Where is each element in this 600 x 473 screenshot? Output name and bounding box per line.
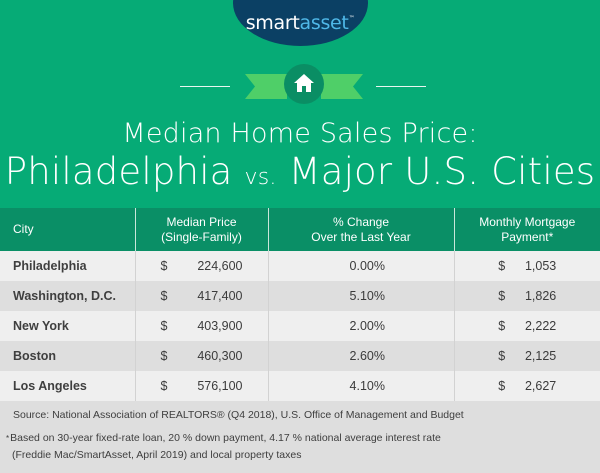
title-city: Philadelphia (4, 150, 233, 193)
ribbon-left (245, 74, 287, 99)
table-row: Boston $460,300 2.60% $2,125 (0, 341, 600, 371)
footnote-line-1: Based on 30-year fixed-rate loan, 20 % d… (10, 432, 441, 444)
percent-change-cell: 5.10% (267, 281, 454, 311)
monthly-payment-cell: $1,826 (453, 281, 600, 311)
logo-smart: smart (245, 12, 300, 34)
source-note: Source: National Association of REALTORS… (13, 409, 464, 421)
percent-change-cell: 4.10% (267, 371, 454, 401)
column-header-monthly-payment: Monthly Mortgage Payment* (453, 208, 600, 251)
footnote-line-2: (Freddie Mac/SmartAsset, April 2019) and… (12, 449, 302, 461)
median-price-cell: $576,100 (134, 371, 268, 401)
ribbon-right (321, 74, 363, 99)
title-rest: Major U.S. Cities (288, 150, 596, 193)
median-price-cell: $403,900 (134, 311, 268, 341)
divider-line-right (376, 86, 426, 87)
city-cell: New York (0, 311, 135, 341)
mortgage-footnote: *Based on 30-year fixed-rate loan, 20 % … (6, 430, 441, 464)
column-header-percent-change: % Change Over the Last Year (267, 208, 454, 251)
table-row: Washington, D.C. $417,400 5.10% $1,826 (0, 281, 600, 311)
column-header-median-price: Median Price (Single-Family) (134, 208, 268, 251)
table-header-row: City Median Price (Single-Family) % Chang… (0, 208, 600, 251)
monthly-payment-cell: $2,222 (453, 311, 600, 341)
monthly-payment-cell: $2,627 (453, 371, 600, 401)
monthly-payment-cell: $1,053 (453, 251, 600, 281)
title-vs: vs. (244, 165, 277, 190)
monthly-payment-cell: $2,125 (453, 341, 600, 371)
logo-asset: asset (299, 12, 349, 34)
column-header-city: City (0, 208, 135, 251)
city-cell: Washington, D.C. (0, 281, 135, 311)
percent-change-cell: 0.00% (267, 251, 454, 281)
median-price-cell: $224,600 (134, 251, 268, 281)
table-row: Los Angeles $576,100 4.10% $2,627 (0, 371, 600, 401)
percent-change-cell: 2.00% (267, 311, 454, 341)
percent-change-cell: 2.60% (267, 341, 454, 371)
city-cell: Boston (0, 341, 135, 371)
divider-line-left (180, 86, 230, 87)
footnotes: Source: National Association of REALTORS… (0, 401, 600, 473)
city-cell: Los Angeles (0, 371, 135, 401)
price-comparison-table: City Median Price (Single-Family) % Chang… (0, 208, 600, 401)
table-row: Philadelphia $224,600 0.00% $1,053 (0, 251, 600, 281)
smartasset-logo: smartasset™ (0, 12, 600, 34)
infographic-header: smartasset™ Median Home Sales Price: Phi… (0, 0, 600, 208)
median-price-cell: $460,300 (134, 341, 268, 371)
home-icon (294, 74, 314, 92)
table-row: New York $403,900 2.00% $2,222 (0, 311, 600, 341)
city-cell: Philadelphia (0, 251, 135, 281)
home-badge (284, 64, 324, 104)
median-price-cell: $417,400 (134, 281, 268, 311)
title-line-1: Median Home Sales Price: (122, 118, 478, 149)
logo-trademark: ™ (348, 15, 355, 22)
title-line-2: Philadelphia vs. Major U.S. Cities (0, 150, 600, 193)
footnote-asterisk: * (6, 434, 10, 443)
